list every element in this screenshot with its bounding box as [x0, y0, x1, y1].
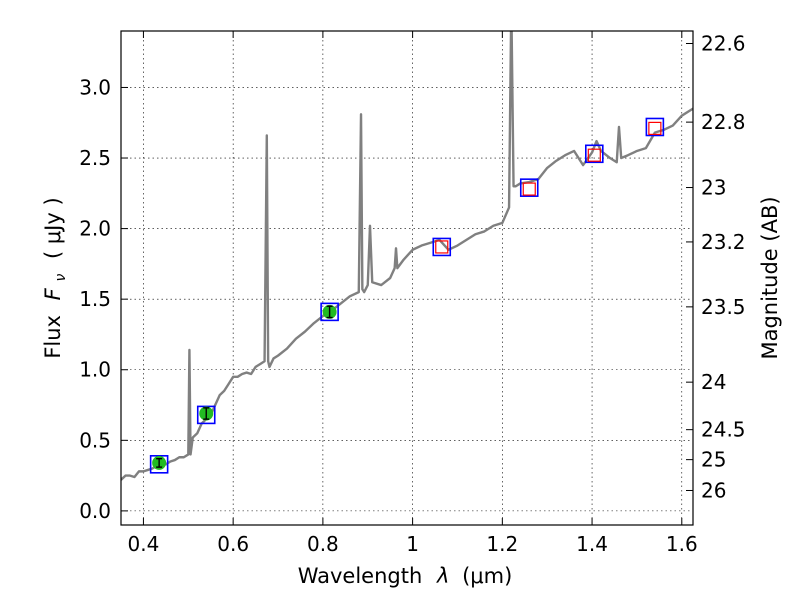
- y-tick-label: 1.0: [79, 358, 111, 382]
- y2-tick-label: 24: [701, 370, 726, 394]
- x-tick-label: 0.6: [217, 532, 249, 556]
- axis-ticks: 0.4 0.6 0.8 1 1.2 1.4 1.6 0.0 0.5 1.0 1.5 2.0 2.5 3.0…: [79, 31, 746, 556]
- spectrum-series: [121, 31, 693, 481]
- x-tick-label: 0.4: [128, 532, 160, 556]
- model-photometry-square: [645, 117, 665, 137]
- y2-tick-label: 24.5: [701, 418, 746, 442]
- x-axis-label-symbol: λ: [436, 564, 449, 588]
- model-photometry-square: [585, 144, 604, 164]
- model-photometry-square: [432, 237, 452, 257]
- y2-tick-label: 23.5: [701, 295, 746, 319]
- y-axis-label-subscript: ν: [53, 274, 69, 282]
- y-axis-label-symbol: F: [41, 287, 65, 300]
- y2-tick-label: 22.8: [701, 110, 746, 134]
- spectrum-line: [121, 31, 693, 481]
- grid-lines: [121, 31, 693, 525]
- y-axis-label-text: Flux: [41, 315, 65, 359]
- y-axis-label: Flux F ν ( μJy ): [41, 197, 70, 358]
- upper-limit-square: [648, 121, 662, 135]
- x-axis-label-unit: (μm): [462, 564, 512, 588]
- upper-limit-square: [587, 148, 601, 162]
- y2-tick-label: 25: [701, 448, 726, 472]
- y2-tick-label: 23: [701, 176, 726, 200]
- y2-tick-label: 22.6: [701, 31, 746, 55]
- x-tick-label: 1.4: [576, 532, 608, 556]
- x-axis-label: Wavelength λ (μm): [298, 564, 513, 588]
- y2-tick-label: 23.2: [701, 230, 746, 254]
- y-axis-label-unit: ( μJy ): [41, 197, 65, 259]
- y2-axis-label: Magnitude (AB): [758, 196, 782, 359]
- photometry-points: [149, 117, 665, 474]
- plot-area: [121, 31, 693, 525]
- x-tick-label: 1: [406, 532, 419, 556]
- y-tick-label: 0.0: [79, 499, 111, 523]
- y-tick-label: 2.0: [79, 217, 111, 241]
- x-tick-label: 1.6: [666, 532, 698, 556]
- model-photometry-square: [196, 405, 216, 425]
- model-photometry-square: [149, 455, 169, 474]
- x-axis-label-text: Wavelength: [298, 564, 423, 588]
- x-tick-label: 0.8: [307, 532, 339, 556]
- upper-limit-square: [522, 182, 536, 196]
- y-tick-label: 0.5: [79, 428, 111, 452]
- y-tick-label: 3.0: [79, 75, 111, 99]
- model-photometry-square: [320, 302, 339, 322]
- model-photometry-square: [519, 178, 539, 197]
- x-tick-label: 1.2: [486, 532, 518, 556]
- y2-tick-label: 26: [701, 478, 726, 502]
- plot-frame: [120, 30, 694, 526]
- upper-limit-square: [435, 240, 449, 254]
- y-tick-label: 2.5: [79, 146, 111, 170]
- y-tick-label: 1.5: [79, 287, 111, 311]
